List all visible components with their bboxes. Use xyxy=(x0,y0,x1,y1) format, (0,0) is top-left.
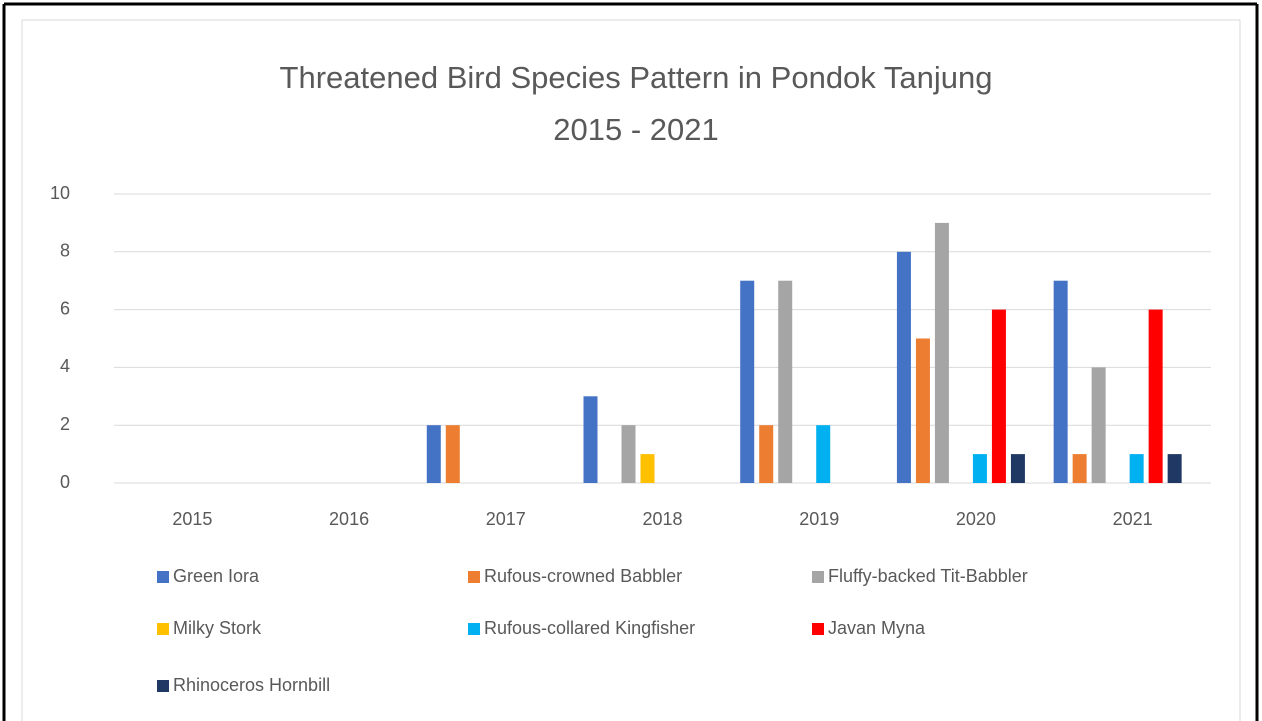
x-tick-label: 2021 xyxy=(1113,509,1153,529)
bar xyxy=(583,396,598,483)
x-tick-label: 2020 xyxy=(956,509,996,529)
bar xyxy=(1010,454,1025,483)
legend-swatch xyxy=(157,571,169,583)
bar xyxy=(1148,309,1163,483)
chart-title: Threatened Bird Species Pattern in Pondo… xyxy=(280,60,993,95)
bar xyxy=(740,280,755,483)
bar xyxy=(640,454,655,483)
x-tick-label: 2019 xyxy=(799,509,839,529)
bar xyxy=(915,338,930,483)
legend-label: Fluffy-backed Tit-Babbler xyxy=(828,566,1028,586)
y-tick-label: 10 xyxy=(50,183,70,203)
chart-area xyxy=(21,19,1241,721)
legend-label: Rhinoceros Hornbill xyxy=(173,675,330,695)
bar xyxy=(445,425,460,483)
chart-subtitle: 2015 - 2021 xyxy=(553,112,718,147)
legend-swatch xyxy=(812,571,824,583)
bar xyxy=(1053,280,1068,483)
y-tick-label: 0 xyxy=(60,472,70,492)
bar xyxy=(426,425,441,483)
legend-label: Javan Myna xyxy=(828,618,926,638)
bar xyxy=(1167,454,1182,483)
y-tick-label: 6 xyxy=(60,298,70,318)
legend-swatch xyxy=(468,571,480,583)
x-tick-label: 2016 xyxy=(329,509,369,529)
bar xyxy=(934,222,949,483)
legend-label: Green Iora xyxy=(173,566,260,586)
x-tick-label: 2017 xyxy=(486,509,526,529)
legend-label: Rufous-crowned Babbler xyxy=(484,566,682,586)
legend-swatch xyxy=(812,623,824,635)
y-tick-label: 2 xyxy=(60,414,70,434)
legend-label: Rufous-collared Kingfisher xyxy=(484,618,695,638)
y-tick-label: 4 xyxy=(60,356,70,376)
bar xyxy=(759,425,774,483)
bar xyxy=(621,425,636,483)
legend-label: Milky Stork xyxy=(173,618,262,638)
bar xyxy=(991,309,1006,483)
y-tick-label: 8 xyxy=(60,241,70,261)
bar xyxy=(1072,454,1087,483)
bar xyxy=(1129,454,1144,483)
bar xyxy=(896,251,911,483)
legend-swatch xyxy=(157,623,169,635)
bar xyxy=(778,280,793,483)
bar xyxy=(972,454,987,483)
legend-swatch xyxy=(468,623,480,635)
x-tick-label: 2018 xyxy=(642,509,682,529)
bar xyxy=(1091,367,1106,483)
bar xyxy=(816,425,831,483)
legend-swatch xyxy=(157,680,169,692)
x-tick-label: 2015 xyxy=(172,509,212,529)
